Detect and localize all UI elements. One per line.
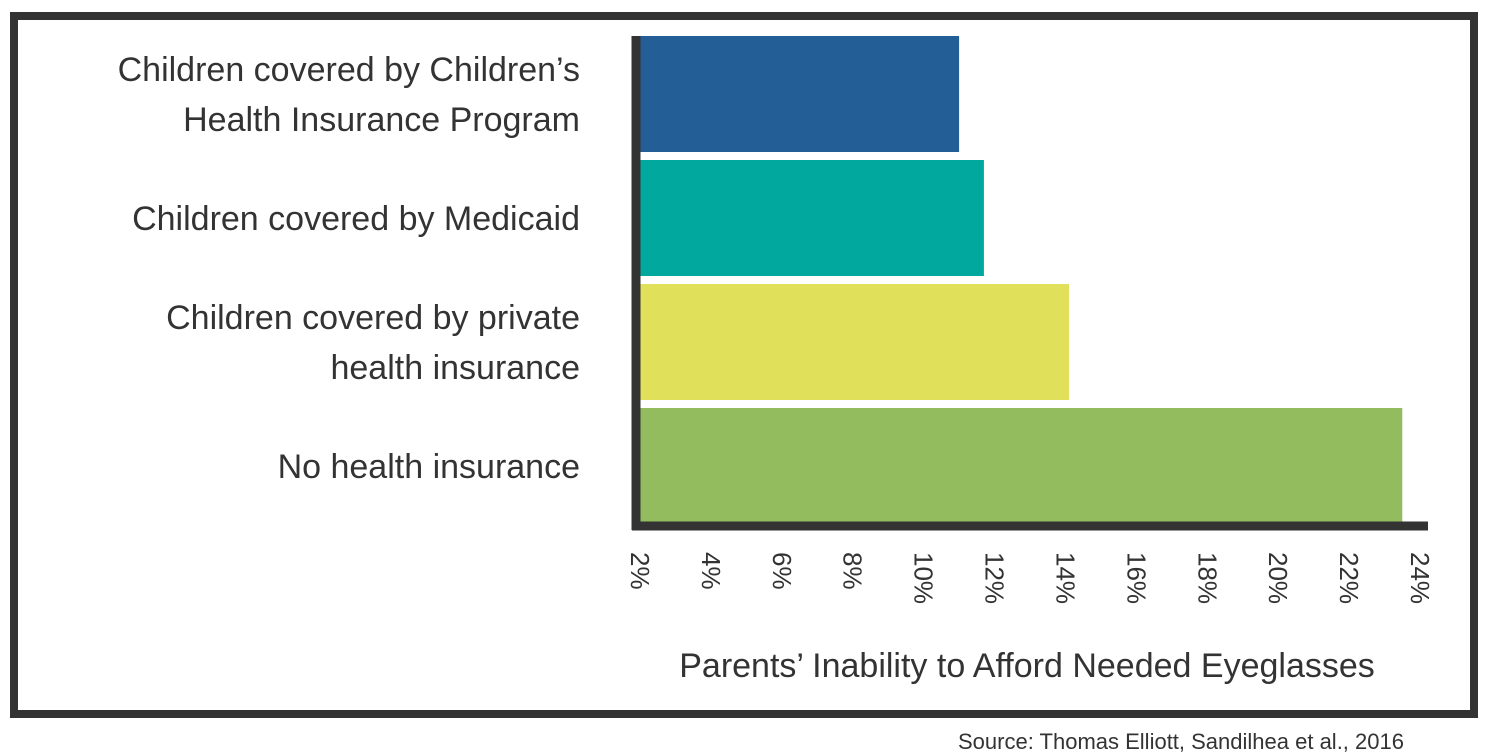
bar-1 [640, 160, 984, 276]
x-tick-label-5: 12% [980, 552, 1010, 604]
x-tick-label-3: 8% [838, 552, 868, 590]
x-tick-label-8: 18% [1192, 552, 1222, 604]
x-tick-label-4: 10% [909, 552, 939, 604]
category-label-0: Children covered by Children’s Health Ins… [118, 51, 580, 139]
x-tick-label-10: 22% [1334, 552, 1364, 604]
category-labels: Children covered by Children’s Health Ins… [118, 51, 580, 486]
x-tick-label-1: 4% [696, 552, 726, 590]
category-label-1: Children covered by Medicaid [132, 200, 580, 238]
bar-3 [640, 408, 1403, 524]
bar-0 [640, 36, 960, 152]
x-tick-label-0: 2% [625, 552, 655, 590]
x-tick-labels: 2% 4% 6% 8% 10% 12% 14% 16% 18% 20% 22% 24% [625, 552, 1435, 604]
category-label-2: Children covered by private health insura… [166, 299, 580, 387]
x-tick-label-2: 6% [767, 552, 797, 590]
x-axis-title: Parents’ Inability to Afford Needed Eyeg… [679, 647, 1375, 685]
x-tick-label-6: 14% [1050, 552, 1080, 604]
bars-group [640, 36, 1403, 524]
x-tick-label-9: 20% [1263, 552, 1293, 604]
x-tick-label-11: 24% [1405, 552, 1435, 604]
category-label-3: No health insurance [278, 448, 580, 486]
bar-2 [640, 284, 1069, 400]
source-note: Source: Thomas Elliott, Sandilhea et al.… [958, 729, 1404, 754]
x-tick-label-7: 16% [1121, 552, 1151, 604]
